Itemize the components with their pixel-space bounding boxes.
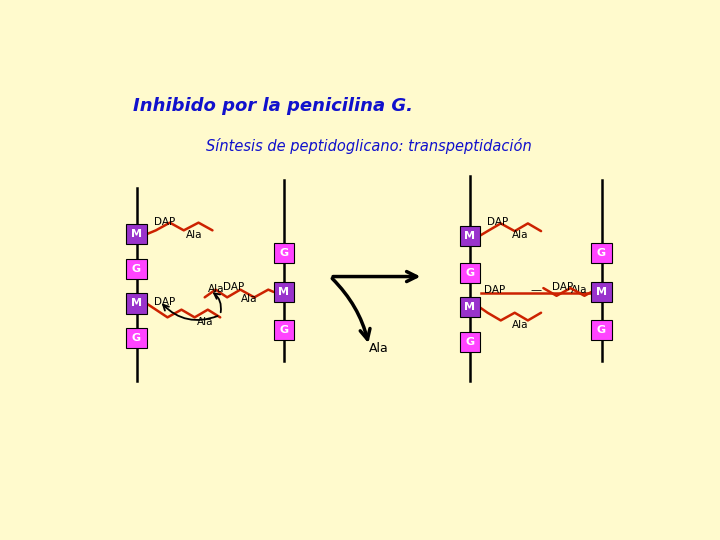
Text: Ala: Ala (208, 284, 225, 294)
Text: G: G (132, 333, 141, 343)
FancyBboxPatch shape (459, 332, 480, 352)
Text: Síntesis de peptidoglicano: transpeptidación: Síntesis de peptidoglicano: transpeptida… (206, 138, 532, 154)
FancyBboxPatch shape (591, 320, 611, 340)
Text: DAP: DAP (484, 285, 505, 295)
Text: M: M (278, 287, 289, 297)
FancyBboxPatch shape (459, 226, 480, 246)
Text: DAP: DAP (552, 282, 573, 292)
Text: G: G (597, 326, 606, 335)
Text: DAP: DAP (487, 217, 508, 227)
Text: DAP: DAP (153, 298, 175, 307)
FancyBboxPatch shape (274, 320, 294, 340)
Text: Ala: Ala (571, 285, 588, 295)
Text: G: G (279, 248, 288, 259)
Text: Ala: Ala (240, 294, 257, 303)
FancyBboxPatch shape (127, 224, 147, 244)
Text: Ala: Ala (186, 231, 203, 240)
Text: M: M (464, 231, 475, 241)
Text: G: G (597, 248, 606, 259)
Text: G: G (279, 326, 288, 335)
FancyBboxPatch shape (591, 244, 611, 264)
FancyBboxPatch shape (591, 282, 611, 302)
FancyBboxPatch shape (274, 244, 294, 264)
FancyBboxPatch shape (127, 259, 147, 279)
FancyBboxPatch shape (274, 282, 294, 302)
FancyBboxPatch shape (459, 262, 480, 283)
Text: G: G (132, 264, 141, 274)
Text: Inhibido por la penicilina G.: Inhibido por la penicilina G. (132, 97, 413, 114)
Text: M: M (596, 287, 607, 297)
Text: Ala: Ala (369, 342, 389, 355)
Text: M: M (131, 299, 142, 308)
FancyBboxPatch shape (459, 298, 480, 318)
Text: M: M (464, 302, 475, 312)
Text: M: M (131, 229, 142, 239)
FancyBboxPatch shape (127, 328, 147, 348)
Text: G: G (465, 268, 474, 278)
Text: Ala: Ala (512, 230, 528, 240)
Text: Ala: Ala (197, 316, 213, 327)
Text: DAP: DAP (222, 282, 244, 292)
FancyBboxPatch shape (127, 294, 147, 314)
Text: —: — (530, 285, 541, 295)
Text: Ala: Ala (512, 320, 528, 330)
Text: DAP: DAP (153, 217, 175, 227)
Text: G: G (465, 337, 474, 347)
